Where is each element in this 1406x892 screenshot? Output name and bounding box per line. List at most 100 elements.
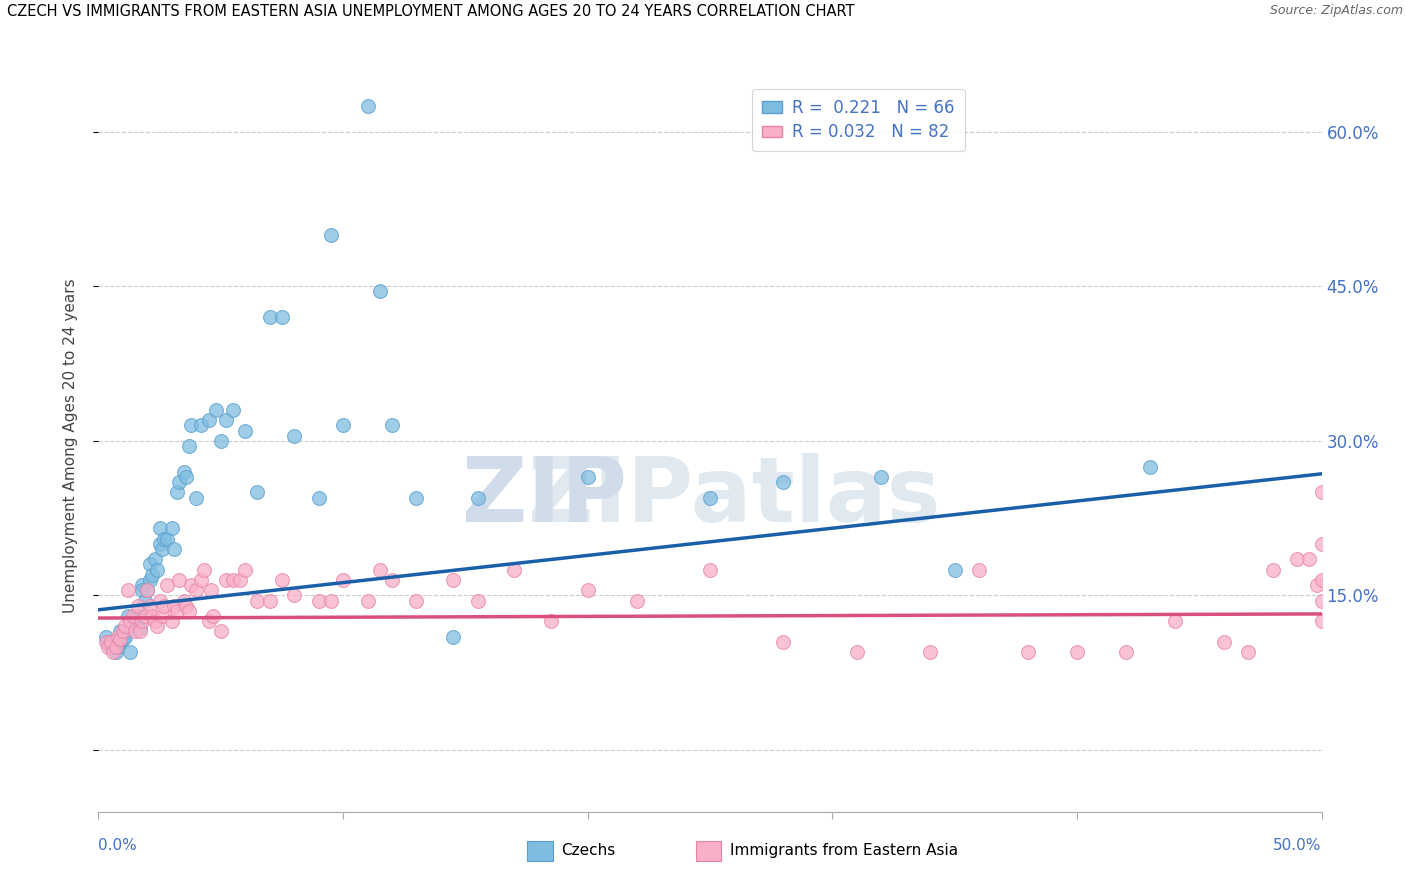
Point — [308, 593, 330, 607]
Point — [1310, 614, 1333, 628]
Point — [259, 310, 281, 325]
Point — [121, 609, 143, 624]
Point — [193, 563, 215, 577]
Point — [246, 593, 269, 607]
Point — [167, 573, 190, 587]
Point — [772, 634, 794, 648]
Point — [467, 491, 489, 505]
Point — [143, 552, 166, 566]
Point — [1115, 645, 1137, 659]
Point — [233, 424, 256, 438]
Point — [136, 583, 159, 598]
Point — [626, 593, 648, 607]
Point — [368, 285, 391, 299]
Point — [120, 614, 142, 628]
Point — [1286, 552, 1309, 566]
Point — [149, 537, 172, 551]
Point — [1261, 563, 1284, 577]
Point — [110, 624, 132, 639]
Point — [146, 563, 169, 577]
Point — [124, 614, 146, 628]
Point — [114, 619, 136, 633]
Text: Immigrants from Eastern Asia: Immigrants from Eastern Asia — [730, 844, 957, 858]
Point — [870, 470, 893, 484]
Point — [214, 413, 236, 427]
Point — [131, 614, 153, 628]
Point — [772, 475, 794, 489]
Point — [576, 470, 599, 484]
Point — [129, 624, 152, 639]
Point — [190, 418, 212, 433]
Point — [1139, 459, 1161, 474]
Point — [503, 563, 526, 577]
Point — [222, 573, 245, 587]
Point — [1306, 578, 1329, 592]
Point — [699, 491, 721, 505]
Point — [222, 403, 245, 417]
Point — [1237, 645, 1260, 659]
Point — [205, 403, 228, 417]
Point — [173, 465, 195, 479]
Point — [111, 627, 134, 641]
Text: 0.0%: 0.0% — [98, 838, 138, 854]
Text: Czechs: Czechs — [561, 844, 616, 858]
Point — [139, 573, 162, 587]
Point — [141, 609, 163, 624]
Point — [107, 630, 129, 644]
Point — [259, 593, 281, 607]
Point — [180, 578, 202, 592]
Point — [319, 593, 342, 607]
Point — [202, 609, 225, 624]
Point — [166, 485, 188, 500]
Point — [197, 413, 219, 427]
Text: ZIP: ZIP — [463, 453, 627, 541]
Point — [124, 624, 146, 639]
Point — [136, 583, 159, 598]
Point — [405, 491, 427, 505]
Point — [246, 485, 269, 500]
Point — [1310, 593, 1333, 607]
Point — [283, 588, 305, 602]
Point — [209, 624, 232, 639]
Point — [200, 583, 222, 598]
Point — [97, 634, 120, 648]
Point — [233, 563, 256, 577]
Point — [163, 541, 186, 556]
Point — [139, 558, 162, 572]
Point — [149, 593, 172, 607]
Point — [160, 521, 183, 535]
Point — [156, 578, 179, 592]
Point — [308, 491, 330, 505]
Point — [110, 632, 132, 646]
Point — [190, 573, 212, 587]
Point — [110, 634, 132, 648]
Point — [270, 573, 294, 587]
Point — [270, 310, 294, 325]
Text: CZECH VS IMMIGRANTS FROM EASTERN ASIA UNEMPLOYMENT AMONG AGES 20 TO 24 YEARS COR: CZECH VS IMMIGRANTS FROM EASTERN ASIA UN… — [7, 4, 855, 20]
Point — [186, 491, 208, 505]
Point — [121, 619, 143, 633]
Point — [146, 619, 169, 633]
Point — [141, 567, 163, 582]
Point — [167, 475, 190, 489]
Point — [441, 630, 464, 644]
Point — [117, 583, 139, 598]
Legend: R =  0.221   N = 66, R = 0.032   N = 82: R = 0.221 N = 66, R = 0.032 N = 82 — [752, 88, 965, 152]
Point — [150, 609, 173, 624]
Point — [1164, 614, 1187, 628]
Point — [120, 645, 142, 659]
Point — [156, 532, 179, 546]
Point — [845, 645, 868, 659]
Point — [229, 573, 252, 587]
Point — [104, 645, 127, 659]
Point — [180, 418, 202, 433]
Point — [94, 634, 117, 648]
Point — [153, 599, 176, 613]
Point — [177, 604, 200, 618]
Point — [153, 532, 176, 546]
Point — [576, 583, 599, 598]
Point — [127, 599, 149, 613]
Point — [160, 614, 183, 628]
Point — [283, 428, 305, 442]
Point — [319, 227, 342, 242]
